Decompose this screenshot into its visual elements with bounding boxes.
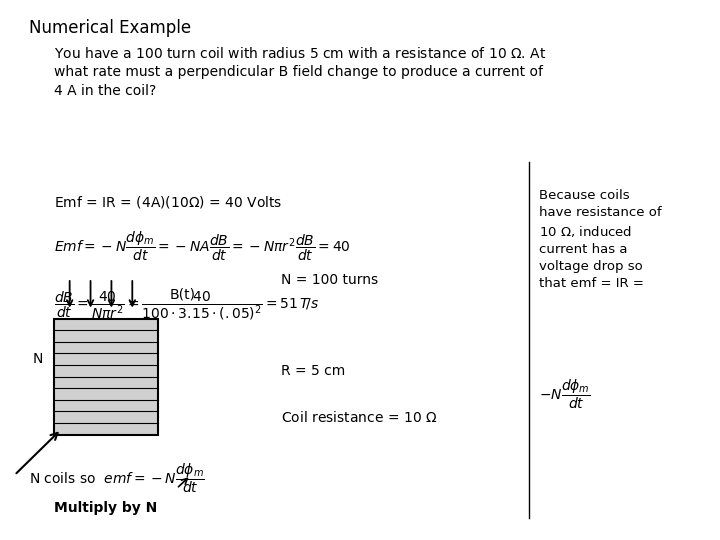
- Text: N: N: [33, 352, 43, 366]
- Text: $Emf = -N\dfrac{d\phi_m}{dt} = -NA\dfrac{dB}{dt} = -N\pi r^2\dfrac{dB}{dt} = 40$: $Emf = -N\dfrac{d\phi_m}{dt} = -NA\dfrac…: [54, 230, 351, 263]
- Bar: [54, 319, 158, 435]
- Text: Numerical Example: Numerical Example: [29, 19, 191, 37]
- Text: $-N\dfrac{d\phi_m}{dt}$: $-N\dfrac{d\phi_m}{dt}$: [539, 378, 590, 411]
- Text: Because coils
have resistance of
10 $\Omega$, induced
current has a
voltage drop: Because coils have resistance of 10 $\Om…: [539, 189, 661, 290]
- Text: B(t): B(t): [169, 287, 195, 301]
- Text: Coil resistance = 10 $\Omega$: Coil resistance = 10 $\Omega$: [281, 410, 437, 425]
- Text: $\dfrac{dB}{dt} = \dfrac{40}{N\pi r^2} = \dfrac{40}{100 \cdot 3.15 \cdot (.05)^2: $\dfrac{dB}{dt} = \dfrac{40}{N\pi r^2} =…: [54, 289, 320, 322]
- Text: You have a 100 turn coil with radius 5 cm with a resistance of 10 $\Omega$. At
w: You have a 100 turn coil with radius 5 c…: [54, 46, 546, 98]
- Text: Emf = IR = (4A)(10$\Omega$) = 40 Volts: Emf = IR = (4A)(10$\Omega$) = 40 Volts: [54, 194, 282, 211]
- Text: Multiply by N: Multiply by N: [54, 501, 157, 515]
- Text: N = 100 turns: N = 100 turns: [281, 273, 378, 287]
- Text: N coils so  $emf = -N\dfrac{d\phi_m}{dt}$: N coils so $emf = -N\dfrac{d\phi_m}{dt}$: [29, 462, 204, 495]
- Text: R = 5 cm: R = 5 cm: [281, 364, 345, 378]
